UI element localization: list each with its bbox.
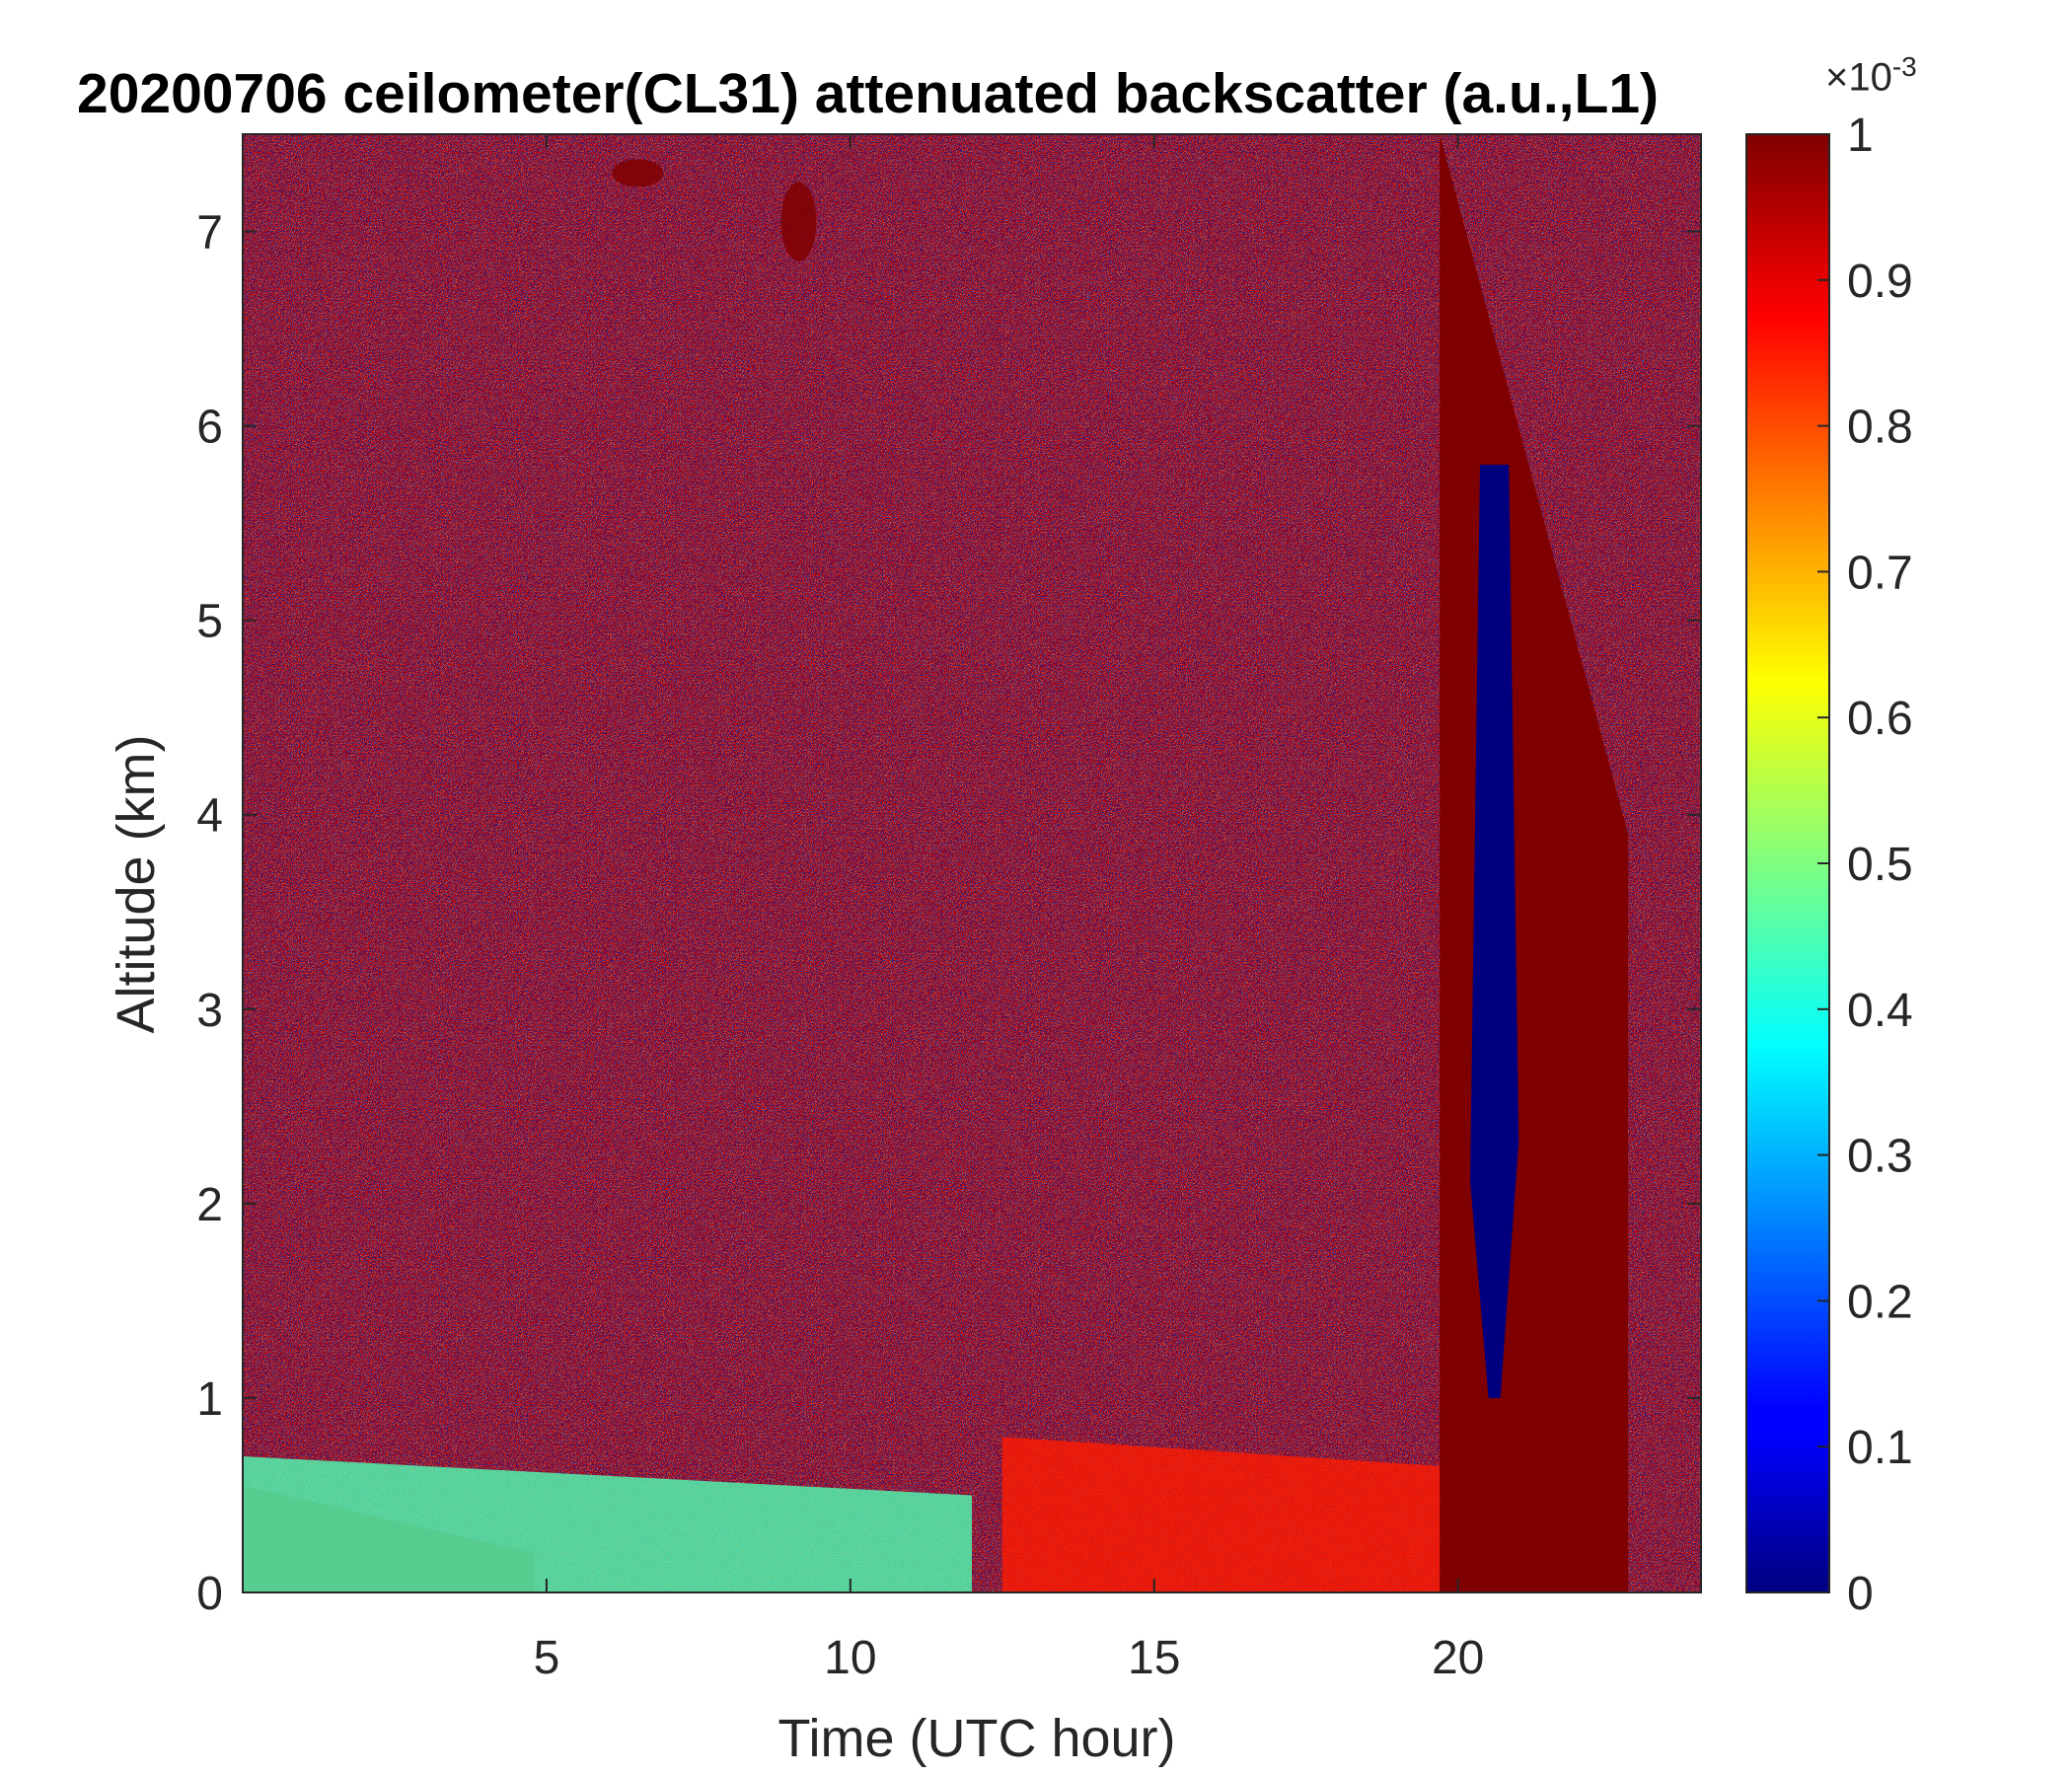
colorbar-tick-label: 0.1 — [1847, 1422, 1913, 1474]
layer-5 — [780, 182, 817, 261]
y-tick-label: 6 — [196, 402, 223, 454]
colorbar-axis: 0 0.1 0.2 0.3 0.4 0.5 0.6 0.7 0.8 0.9 1 — [1817, 110, 1913, 1620]
y-tick-label: 3 — [196, 985, 223, 1037]
colorbar — [1745, 133, 1830, 1593]
colorbar-tick-label: 0 — [1847, 1568, 1874, 1620]
layer-1 — [243, 1456, 972, 1592]
x-tick-label: 20 — [1432, 1632, 1484, 1684]
colorbar-tick-label: 0.2 — [1847, 1276, 1913, 1328]
layer-4 — [1469, 465, 1519, 1398]
y-axis: 0 1 2 3 4 5 6 7 — [196, 207, 1701, 1620]
x-tick-label: 15 — [1128, 1632, 1180, 1684]
x-tick-label: 5 — [534, 1632, 560, 1684]
layer-5 — [612, 159, 664, 187]
y-tick-label: 4 — [196, 790, 223, 843]
y-tick-label: 5 — [196, 596, 223, 648]
layer-2 — [1001, 1437, 1441, 1592]
colorbar-tick-label: 0.4 — [1847, 985, 1913, 1037]
colorbar-tick-label: 0.9 — [1847, 256, 1913, 308]
y-tick-label: 1 — [196, 1373, 223, 1426]
colorbar-tick-label: 0.3 — [1847, 1131, 1913, 1183]
y-tick-label: 2 — [196, 1179, 223, 1231]
y-tick-label: 7 — [196, 207, 223, 259]
x-axis: 5 10 15 20 — [534, 134, 1484, 1684]
colorbar-tick-label: 0.7 — [1847, 547, 1913, 599]
colorbar-multiplier-base: ×10 — [1825, 55, 1892, 100]
x-axis-label: Time (UTC hour) — [777, 1709, 1176, 1768]
colorbar-tick-label: 1 — [1847, 110, 1874, 162]
colorbar-multiplier: ×10-3 — [1825, 51, 1917, 100]
colorbar-tick-label: 0.6 — [1847, 693, 1913, 745]
colorbar-multiplier-exponent: -3 — [1891, 51, 1917, 82]
plot-frame — [242, 133, 1702, 1593]
y-tick-label: 0 — [196, 1568, 223, 1620]
y-axis-label: Altitude (km) — [107, 734, 166, 1034]
x-tick-label: 10 — [824, 1632, 876, 1684]
colorbar-tick-label: 0.8 — [1847, 402, 1913, 454]
aerosol-layers — [243, 134, 1629, 1592]
chart-title: 20200706 ceilometer(CL31) attenuated bac… — [77, 62, 1660, 125]
colorbar-tick-label: 0.5 — [1847, 839, 1913, 891]
plot-area — [243, 134, 1701, 1592]
